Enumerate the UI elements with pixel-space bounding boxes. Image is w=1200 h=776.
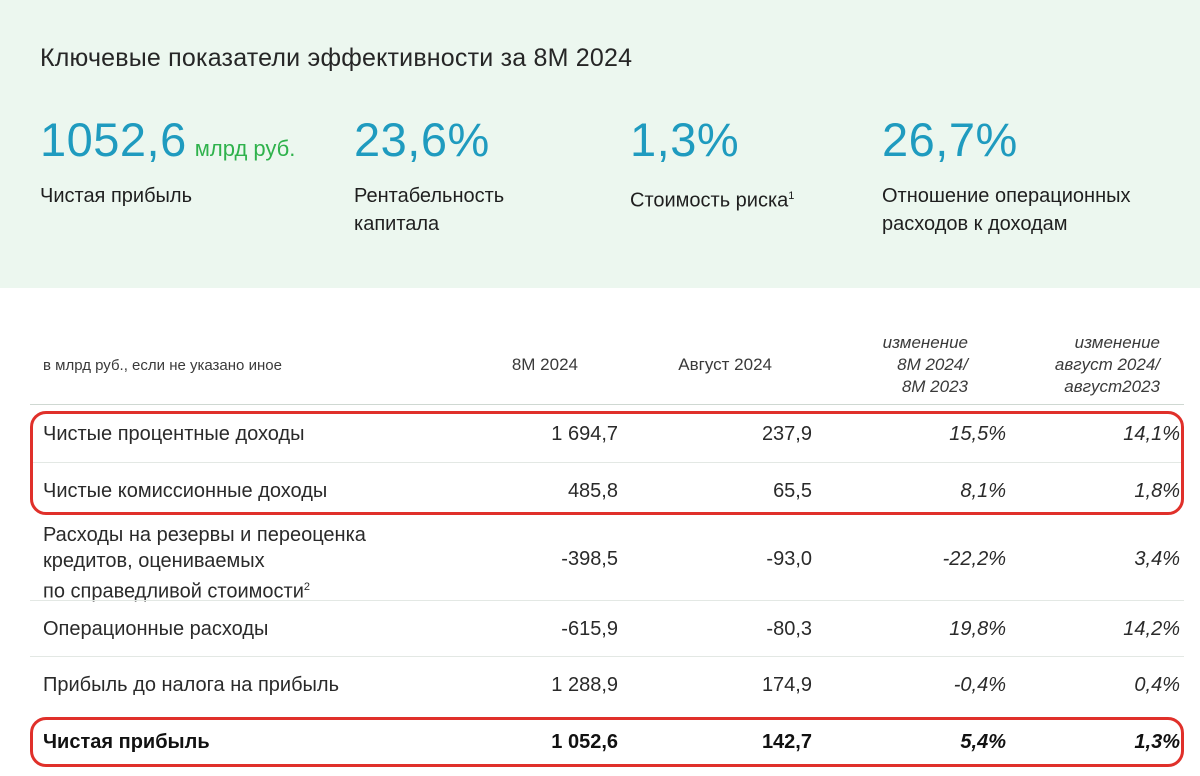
kpi-net-profit: 1052,6 млрд руб. Чистая прибыль [40,112,295,210]
header-divider [30,404,1184,405]
row-change-8m: -22,2% [942,548,1006,570]
row-label: Прибыль до налога на прибыль [43,674,339,696]
panel-title: Ключевые показатели эффективности за 8М … [40,44,633,72]
footnote-mark: 1 [788,190,795,202]
row-change-august: 1,8% [1134,480,1180,502]
highlight-box-net-profit [30,717,1184,767]
row-value-august: 174,9 [761,674,812,696]
kpi-label: Стоимость риска1 [630,182,794,215]
kpi-value: 23,6% [354,113,490,166]
row-change-8m: 8,1% [960,480,1006,502]
row-change-august: 0,4% [1134,674,1180,696]
table-row: Прибыль до налога на прибыль 1 288,9 174… [30,657,1184,713]
row-label: Чистая прибыль [43,731,210,753]
highlight-box-income [30,411,1184,515]
row-label: Операционные расходы [43,618,269,640]
row-value-8m: -398,5 [561,548,618,570]
column-change-august-line: изменение [1074,333,1160,352]
row-label-line: по справедливой стоимости [43,580,304,603]
row-label-line: Расходы на резервы и переоценка [43,524,366,546]
row-change-8m: 19,8% [949,618,1006,640]
column-change-8m-line: 8М 2024/ [897,355,968,374]
row-value-8m: 1 288,9 [551,674,618,696]
kpi-label: Рентабельность капитала [354,185,505,235]
kpi-label-text: Стоимость риска [630,189,789,212]
row-value-8m: -615,9 [561,618,618,640]
row-label: Чистые процентные доходы [43,423,305,445]
row-change-august: 14,1% [1123,423,1180,445]
row-divider [30,600,1184,601]
row-divider [30,462,1184,463]
row-change-august: 1,3% [1134,731,1180,753]
column-august-2024: Август 2024 [678,355,772,374]
kpi-label: Чистая прибыль [40,185,192,207]
row-change-8m: 5,4% [960,731,1006,753]
kpi-cost-of-risk: 1,3% Стоимость риска1 [630,112,794,215]
row-label: Чистые комиссионные доходы [43,480,328,502]
kpi-value: 1,3% [630,113,740,166]
row-divider [30,656,1184,657]
column-8m-2024: 8М 2024 [511,355,578,374]
table-header: в млрд руб., если не указано иное 8М 202… [0,320,1200,408]
row-change-august: 3,4% [1134,548,1180,570]
kpi-roe: 23,6% Рентабельность капитала [354,112,574,238]
kpi-cost-income: 26,7% Отношение операционных расходов к … [882,112,1182,238]
row-value-8m: 485,8 [567,480,618,502]
kpi-panel: Ключевые показатели эффективности за 8М … [0,0,1200,288]
row-value-august: 142,7 [761,731,812,753]
table-row-total: Чистая прибыль 1 052,6 142,7 5,4% 1,3% [30,716,1184,770]
row-value-august: -93,0 [766,548,812,570]
row-change-august: 14,2% [1123,618,1180,640]
kpi-unit: млрд руб. [194,136,296,161]
row-value-august: 237,9 [761,423,812,445]
row-value-8m: 1 694,7 [551,423,618,445]
column-change-8m-line: изменение [882,333,968,352]
row-change-8m: -0,4% [953,674,1006,696]
row-change-8m: 15,5% [949,423,1006,445]
row-label: Расходы на резервы и переоценка кредитов… [43,522,366,605]
row-value-8m: 1 052,6 [551,731,618,753]
table-row: Расходы на резервы и переоценка кредитов… [30,519,1184,603]
kpi-label: Отношение операционных расходов к дохода… [882,185,1131,235]
column-change-august-line: август 2024/ [1054,355,1160,374]
units-note: в млрд руб., если не указано иное [43,357,282,374]
kpi-value: 26,7% [882,113,1018,166]
kpi-value: 1052,6 [40,113,187,166]
row-value-august: -80,3 [766,618,812,640]
column-change-8m-line: 8М 2023 [901,377,968,396]
table-row: Чистые комиссионные доходы 485,8 65,5 8,… [30,463,1184,519]
column-change-august-line: август2023 [1064,377,1160,396]
table-row: Чистые процентные доходы 1 694,7 237,9 1… [30,405,1184,463]
row-label-line: кредитов, оцениваемых [43,550,265,572]
table-row: Операционные расходы -615,9 -80,3 19,8% … [30,601,1184,657]
row-value-august: 65,5 [773,480,812,502]
footnote-mark: 2 [303,581,310,593]
column-change-august: изменение август 2024/ август2023 [1020,332,1160,398]
column-change-8m: изменение 8М 2024/ 8М 2023 [840,332,968,398]
